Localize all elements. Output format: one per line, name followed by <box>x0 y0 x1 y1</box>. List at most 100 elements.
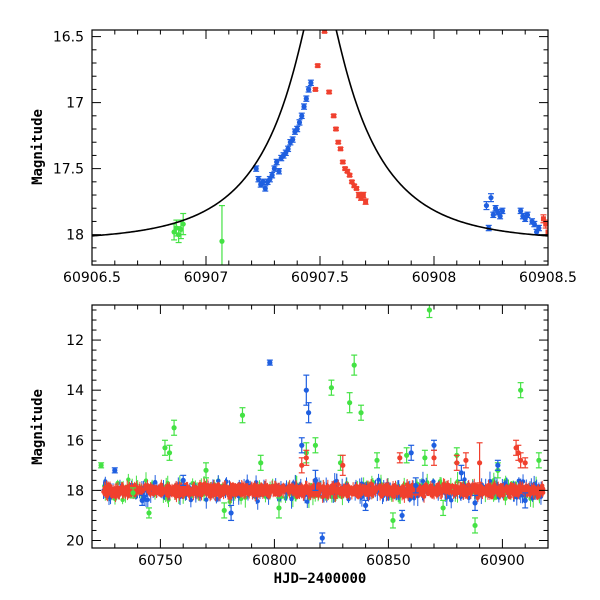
blue-data-point <box>319 532 326 544</box>
red-data-point <box>396 452 403 464</box>
red-baseline-point <box>111 493 117 499</box>
red-baseline-point <box>466 479 471 490</box>
top-x-tick-label: 60906.5 <box>63 270 121 286</box>
blue-data-point <box>269 171 276 179</box>
red-baseline-point <box>282 486 287 492</box>
red-baseline-point <box>423 486 428 492</box>
top-x-tick-label: 60908 <box>412 270 457 286</box>
bottom-y-tick-label: 14 <box>66 383 84 399</box>
top-tick-labels: 60906.5 60907 60907.5 60908 60908.5 16.5 17 17.… <box>53 30 577 286</box>
blue-data-point <box>111 467 118 474</box>
green-data-point <box>389 512 396 529</box>
red-baseline-point <box>254 483 260 492</box>
red-baseline-point <box>381 482 386 492</box>
red-baseline-point <box>149 483 154 491</box>
green-data-point <box>351 354 358 376</box>
red-baseline-point <box>197 479 203 489</box>
red-data-point <box>517 452 524 469</box>
bottom-y-tick-label: 18 <box>66 483 84 499</box>
bottom-axis-ticks <box>91 305 549 548</box>
red-baseline-point <box>116 488 121 498</box>
red-data-point <box>335 139 342 145</box>
blue-data-point <box>296 119 303 126</box>
red-data-point <box>303 449 310 466</box>
red-baseline-point <box>206 486 212 499</box>
red-data-point <box>550 231 556 239</box>
red-baseline-point <box>523 483 529 490</box>
red-baseline-point <box>105 485 110 491</box>
blue-data-point <box>494 459 501 471</box>
red-baseline-point <box>249 483 254 490</box>
top-y-axis-label: Magnitude <box>30 109 46 185</box>
red-baseline-point <box>430 484 435 497</box>
green-data-point <box>218 204 225 265</box>
green-data-point <box>166 444 173 461</box>
bottom-x-tick-label: 60900 <box>480 553 525 569</box>
red-baseline-point <box>458 488 463 494</box>
red-baseline-point <box>369 485 374 495</box>
top-panel-light-curve-zoom: 60906.5 60907 60907.5 60908 60908.5 16.5 17 17.… <box>30 29 577 286</box>
blue-data-point <box>522 492 529 509</box>
red-baseline-point <box>299 482 304 495</box>
red-baseline-point <box>346 489 351 498</box>
red-data-point <box>312 86 319 92</box>
green-data-point <box>358 404 365 421</box>
green-data-point <box>146 507 152 519</box>
bottom-panel-light-curve-full: 60750 60800 60850 60900 12 14 16 18 20 Magnitude… <box>30 304 549 587</box>
blue-data-point <box>289 136 296 143</box>
red-baseline-point <box>337 489 342 498</box>
green-data-point <box>535 452 542 469</box>
red-baseline-point <box>278 491 283 497</box>
red-baseline-point <box>418 485 424 492</box>
red-data-point <box>462 452 469 469</box>
red-baseline-point <box>439 489 444 495</box>
green-data-point <box>98 462 105 469</box>
red-baseline-point <box>520 481 525 493</box>
blue-data-point <box>303 374 310 406</box>
blue-data-point <box>490 211 497 219</box>
red-baseline-point <box>148 489 153 498</box>
red-baseline-point <box>437 480 442 492</box>
red-baseline-point <box>160 489 166 497</box>
bottom-y-tick-label: 16 <box>66 433 84 449</box>
red-baseline-point <box>392 486 398 495</box>
blue-data-point <box>273 158 280 166</box>
blue-data-point <box>262 185 269 192</box>
green-data-point <box>180 212 187 236</box>
red-baseline-point <box>303 480 308 494</box>
bottom-dense-baseline-points <box>101 471 546 510</box>
blue-data-point <box>301 103 308 110</box>
bottom-data-points <box>98 305 542 544</box>
blue-data-point <box>499 207 506 215</box>
bottom-tick-labels: 60750 60800 60850 60900 12 14 16 18 20 <box>66 333 525 569</box>
green-data-point <box>517 382 524 399</box>
red-data-point <box>346 172 353 178</box>
green-data-point <box>275 497 282 519</box>
red-baseline-point <box>335 479 341 489</box>
blue-data-point <box>266 359 273 366</box>
green-data-point <box>374 452 380 469</box>
red-baseline-point <box>151 484 157 498</box>
red-baseline-point <box>125 480 130 494</box>
red-baseline-point <box>193 487 198 493</box>
red-baseline-point <box>235 490 241 496</box>
green-data-point <box>130 487 137 499</box>
blue-data-point <box>483 201 490 211</box>
red-baseline-point <box>407 484 412 492</box>
red-baseline-point <box>416 488 422 498</box>
red-baseline-point <box>267 489 272 497</box>
microlensing-model-curve <box>92 30 548 237</box>
green-data-point <box>403 447 410 464</box>
red-baseline-point <box>219 487 224 496</box>
top-x-tick-label: 60907 <box>184 270 229 286</box>
blue-data-point <box>431 439 437 451</box>
red-data-point <box>348 179 355 185</box>
red-baseline-point <box>354 485 359 497</box>
red-data-point <box>522 457 529 469</box>
red-baseline-point <box>359 486 365 496</box>
green-data-point <box>312 437 319 454</box>
red-data-point <box>337 146 344 152</box>
red-data-point <box>298 457 305 474</box>
green-data-point <box>421 449 428 466</box>
